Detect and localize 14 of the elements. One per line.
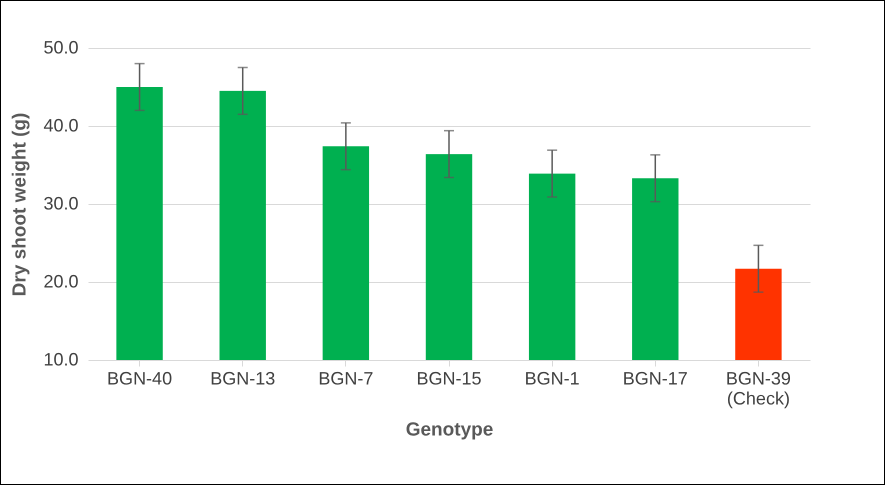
x-tick-label: BGN-17 xyxy=(622,368,688,388)
y-tick-label: 30.0 xyxy=(43,194,78,214)
y-axis-title: Dry shoot weight (g) xyxy=(9,112,30,296)
x-tick-label: BGN-40 xyxy=(107,368,172,388)
y-tick-label: 10.0 xyxy=(43,350,78,370)
y-tick-label: 40.0 xyxy=(43,116,78,136)
y-tick-label: 50.0 xyxy=(43,38,78,58)
x-tick-label: BGN-1 xyxy=(524,368,580,388)
x-axis-title: Genotype xyxy=(406,420,494,440)
x-tick-label: BGN-39 (Check) xyxy=(726,368,791,408)
x-tick-label: BGN-13 xyxy=(210,368,276,388)
x-tick-label: BGN-15 xyxy=(416,368,482,388)
x-tick-label: BGN-7 xyxy=(318,368,374,388)
y-tick-label: 20.0 xyxy=(43,272,78,292)
